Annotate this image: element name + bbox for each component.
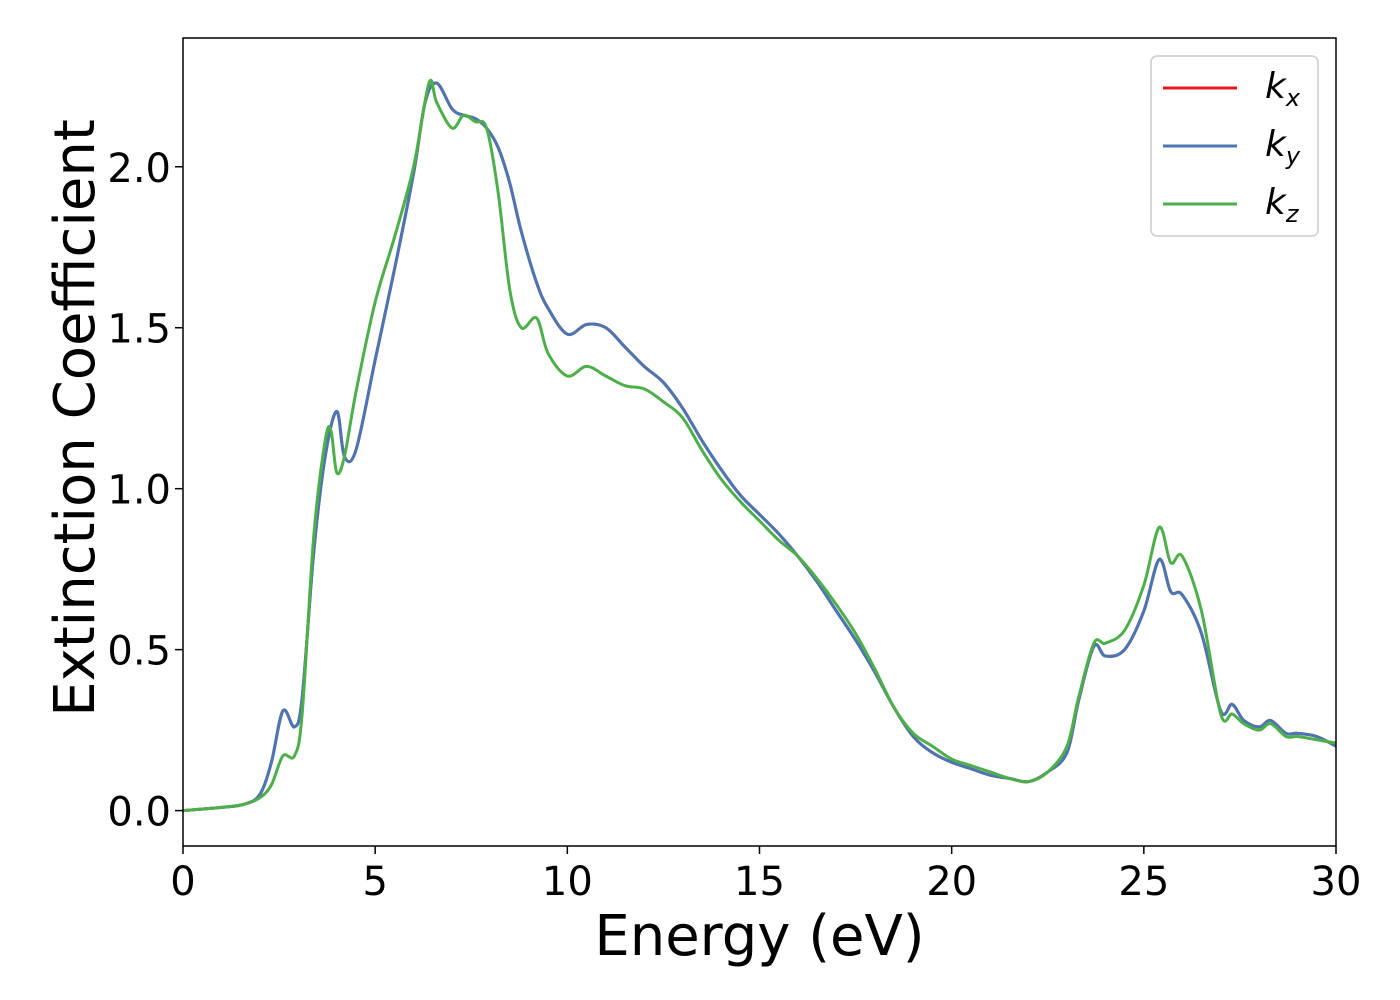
series-layer [183, 79, 1336, 813]
ticks-layer: 0 5 10 15 20 25 30 0.0 0.5 1.0 1.5 2.0 [107, 146, 1361, 905]
y-tick-label: 0.0 [107, 790, 171, 836]
x-tick-label: 10 [542, 859, 593, 905]
legend-label-x: kx [1265, 66, 1301, 112]
x-tick-label: 0 [170, 859, 195, 905]
y-tick-label: 2.0 [107, 146, 171, 192]
x-axis-label: Energy (eV) [594, 904, 924, 969]
legend-label-y: ky [1265, 124, 1301, 170]
y-tick-label: 1.0 [107, 468, 171, 514]
x-tick-label: 15 [734, 859, 785, 905]
series-line-y [183, 81, 1336, 813]
y-tick-label: 1.5 [107, 307, 171, 353]
y-axis-label: Extinction Coefficient [43, 119, 108, 717]
legend-label-z: kz [1265, 182, 1300, 228]
y-tick-label: 0.5 [107, 629, 171, 675]
x-tick-label: 20 [926, 859, 977, 905]
x-tick-label: 5 [362, 859, 387, 905]
legend: kx ky kz [1150, 55, 1319, 237]
x-tick-label: 25 [1118, 859, 1169, 905]
series-line-z [183, 79, 1336, 813]
x-tick-label: 30 [1311, 859, 1362, 905]
